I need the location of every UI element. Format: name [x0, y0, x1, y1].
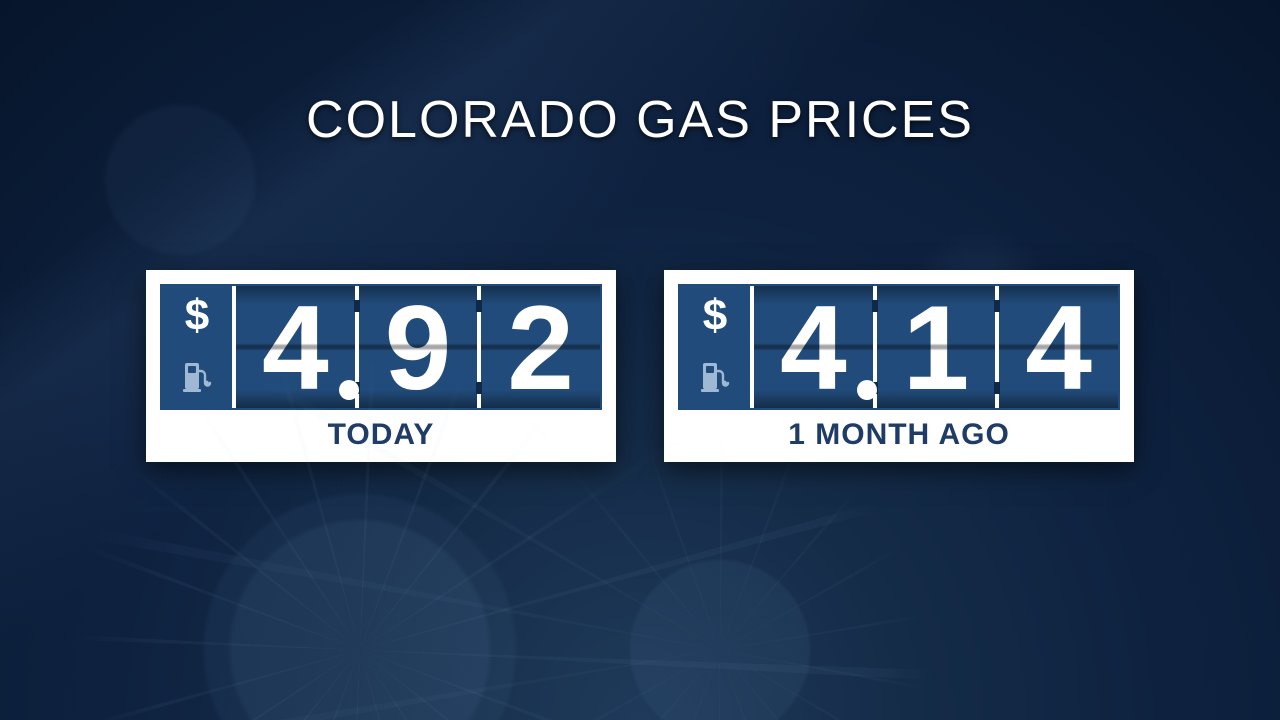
digit: 1	[903, 281, 970, 415]
digit-cell: 9	[355, 286, 478, 408]
currency-cell: $	[680, 286, 750, 408]
digit: 4	[262, 281, 329, 415]
digit-cell: 4	[232, 286, 355, 408]
price-counter-month-ago: $ 4 1	[678, 284, 1120, 410]
digit-cell: 2	[477, 286, 600, 408]
digit: 2	[507, 281, 574, 415]
decimal-point	[857, 380, 877, 400]
digit-cell: 1	[873, 286, 996, 408]
price-card-today: $ 4 9	[146, 270, 616, 462]
digit-cell: 4	[750, 286, 873, 408]
price-cards-row: $ 4 9	[0, 270, 1280, 462]
gas-pump-icon	[700, 361, 730, 398]
price-card-label: TODAY	[160, 418, 602, 452]
digit-cell: 4	[995, 286, 1118, 408]
decimal-point	[339, 380, 359, 400]
price-card-month-ago: $ 4 1	[664, 270, 1134, 462]
dollar-sign: $	[185, 294, 209, 338]
digit: 4	[1025, 281, 1092, 415]
price-card-label: 1 MONTH AGO	[678, 418, 1120, 452]
currency-cell: $	[162, 286, 232, 408]
page-title: COLORADO GAS PRICES	[0, 90, 1280, 150]
gas-pump-icon	[182, 361, 212, 398]
dollar-sign: $	[703, 294, 727, 338]
digit: 4	[780, 281, 847, 415]
price-counter-today: $ 4 9	[160, 284, 602, 410]
digit: 9	[385, 281, 452, 415]
